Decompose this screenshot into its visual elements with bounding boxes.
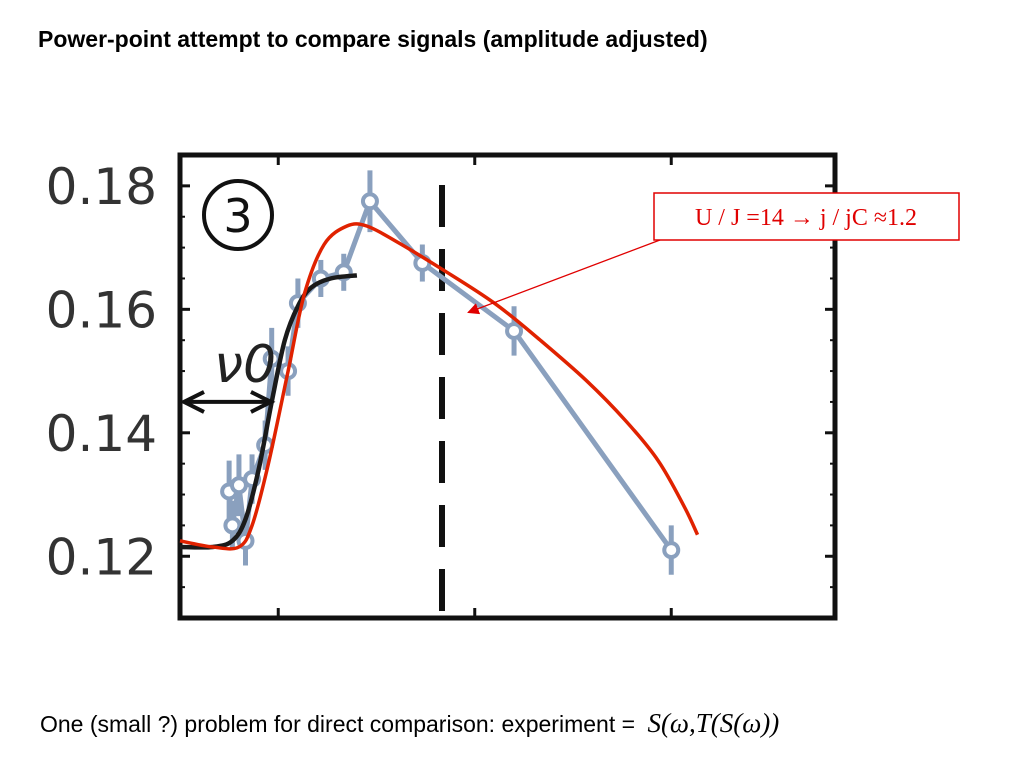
y-tick-label: 0.14 [46,405,157,463]
data-point [360,192,379,211]
data-point [223,516,242,535]
panel-label-circle [202,179,274,251]
panel-label-number: 3 [223,189,252,243]
y-tick-label: 0.12 [46,528,157,586]
fit-series [179,273,358,550]
plot-frame [177,152,838,621]
theory-curve [179,222,700,551]
annotation-arrow [467,239,661,315]
data-point [662,541,681,560]
data-point [505,321,524,340]
threshold-arrow-left-head [179,390,205,414]
annotation-box [653,192,960,241]
threshold-arrow-right-head [250,390,276,414]
footer-formula: S(ω,T(S(ω)) [647,708,780,738]
chart: 0.12 0.14 0.16 0.18 ν0 3 U / J =14 → j / jC… [46,152,960,621]
footer: One (small ?) problem for direct compari… [40,708,779,739]
experiment-series [220,170,681,575]
y-tick-labels: 0.12 0.14 0.16 0.18 [46,158,157,586]
fit-curve [179,273,358,550]
threshold-label: ν0 [214,335,276,395]
annotation: U / J =14 → j / jC ≈1.2 [467,192,960,315]
axis-ticks [178,155,837,618]
annotation-text: U / J =14 → j / jC ≈1.2 [695,205,917,231]
theory-series [179,222,700,551]
y-tick-label: 0.18 [46,158,157,216]
slide-title: Power-point attempt to compare signals (… [38,26,708,52]
footer-text: One (small ?) problem for direct compari… [40,711,636,737]
panel-label: 3 [202,179,274,251]
threshold-arrow: ν0 [179,335,276,414]
plot-border [177,152,838,621]
y-tick-label: 0.16 [46,281,157,339]
